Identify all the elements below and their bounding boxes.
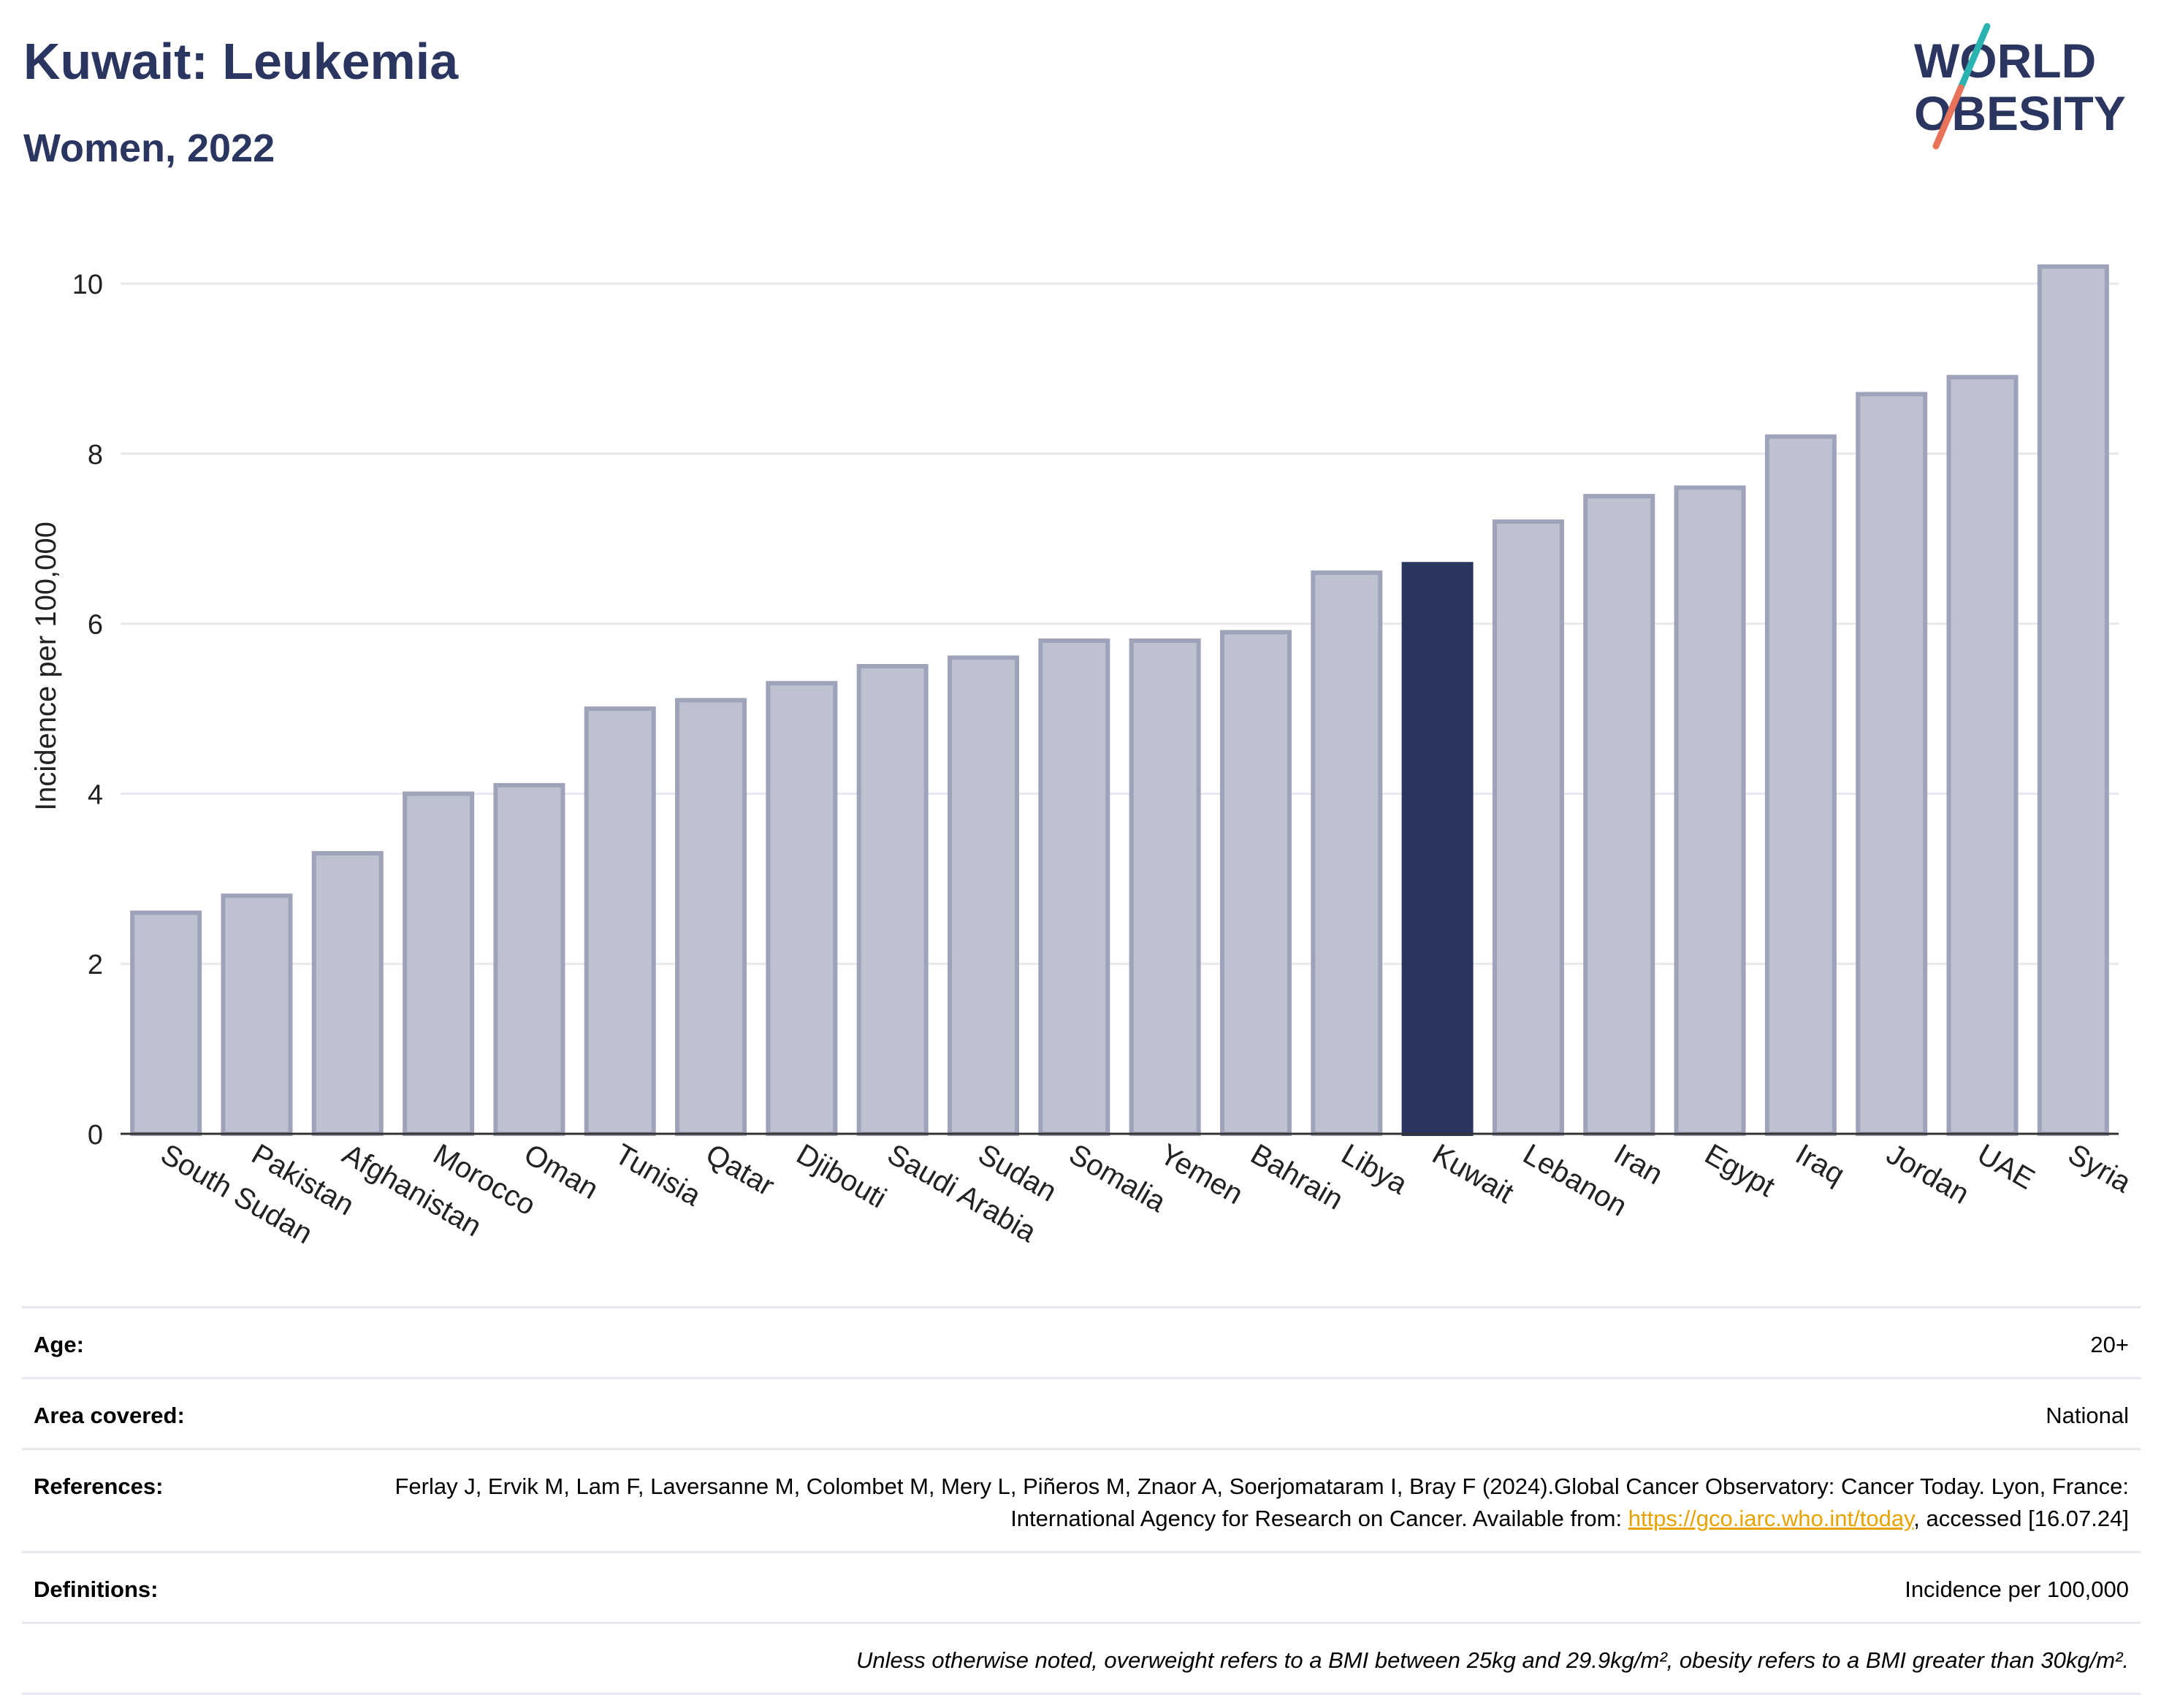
x-tick-label: Somalia (1064, 1138, 1172, 1219)
x-tick-label: South Sudan (156, 1138, 318, 1251)
x-tick-label: Yemen (1154, 1138, 1249, 1211)
x-tick-labels: South SudanPakistanAfghanistanMoroccoOma… (156, 1138, 2137, 1251)
reference-text: Ferlay J, Ervik M, Lam F, Laversanne M, … (395, 1473, 2129, 1531)
meta-row-definitions: Definitions: Incidence per 100,000 (22, 1551, 2141, 1622)
bar-oman (493, 782, 565, 1137)
bars (130, 264, 2109, 1137)
meta-value: National (2046, 1403, 2129, 1428)
meta-label: Area covered: (34, 1403, 185, 1428)
meta-row-references: References: Ferlay J, Ervik M, Lam F, La… (22, 1448, 2141, 1551)
world-obesity-logo: WORLD OBESITY (1914, 23, 2126, 150)
chart-title: Kuwait: Leukemia (23, 33, 459, 90)
bar-somalia (1038, 638, 1110, 1136)
chart-subtitle: Women, 2022 (23, 126, 275, 170)
bar-south-sudan (130, 910, 202, 1137)
bar-jordan (1856, 392, 1928, 1136)
y-axis-label: Incidence per 100,000 (30, 522, 62, 811)
bar-libya (1311, 570, 1383, 1136)
bar-djibouti (766, 681, 838, 1136)
meta-label: Definitions: (34, 1577, 159, 1602)
bmi-note: Unless otherwise noted, overweight refer… (855, 1647, 2129, 1673)
bar-bahrain (1219, 630, 1292, 1136)
bar-egypt (1674, 485, 1746, 1136)
reference-link[interactable]: https://gco.iarc.who.int/today (1628, 1506, 1914, 1531)
meta-row-note: Unless otherwise noted, overweight refer… (22, 1622, 2141, 1695)
bar-uae (1946, 375, 2019, 1137)
bar-yemen (1129, 638, 1201, 1136)
y-tick-label: 10 (72, 270, 103, 300)
bar-qatar (675, 698, 747, 1136)
reference-accessed: , accessed [16.07.24] (1913, 1506, 2129, 1531)
bar-afghanistan (311, 850, 384, 1136)
x-tick-label: UAE (1972, 1138, 2040, 1196)
x-tick-label: Jordan (1881, 1138, 1975, 1211)
x-tick-label: Iraq (1790, 1138, 1850, 1192)
bar-morocco (403, 791, 475, 1136)
x-tick-label: Iran (1609, 1138, 1669, 1192)
y-tick-label: 4 (88, 779, 103, 810)
bar-tunisia (584, 706, 656, 1136)
meta-value: 20+ (2090, 1332, 2129, 1357)
meta-label: Age: (34, 1332, 84, 1357)
bar-iran (1583, 494, 1655, 1136)
meta-value: Incidence per 100,000 (1905, 1577, 2129, 1602)
bar-kuwait (1401, 562, 1474, 1136)
logo-slash-coral (1932, 84, 1964, 150)
x-tick-label: Lebanon (1517, 1138, 1632, 1223)
bar-syria (2037, 264, 2109, 1136)
y-tick-label: 2 (88, 950, 103, 980)
bar-saudi-arabia (856, 663, 929, 1136)
x-tick-label: Libya (1336, 1138, 1413, 1201)
logo-slash-teal (1957, 23, 1991, 91)
bar-sudan (948, 655, 1020, 1136)
x-tick-label: Djibouti (791, 1138, 892, 1215)
y-tick-label: 8 (88, 440, 103, 470)
meta-value: Ferlay J, Ervik M, Lam F, Laversanne M, … (339, 1471, 2129, 1535)
bar-lebanon (1492, 519, 1564, 1136)
y-tick-labels: 0 2 4 6 8 10 (72, 270, 103, 1151)
logo-line1: WORLD (1914, 34, 2096, 88)
metadata-table: Age: 20+ Area covered: National Referenc… (22, 1306, 2141, 1695)
x-tick-label: Tunisia (609, 1138, 706, 1213)
y-tick-label: 0 (88, 1120, 103, 1151)
x-tick-label: Qatar (701, 1138, 780, 1202)
meta-row-area: Area covered: National (22, 1377, 2141, 1448)
bar-chart: South SudanPakistanAfghanistanMoroccoOma… (30, 264, 2137, 1251)
x-tick-label: Bahrain (1245, 1138, 1348, 1216)
x-tick-label: Egypt (1699, 1138, 1780, 1203)
bar-iraq (1764, 434, 1837, 1136)
x-tick-label: Kuwait (1427, 1138, 1519, 1210)
x-tick-label: Syria (2062, 1138, 2137, 1200)
y-tick-label: 6 (88, 610, 103, 641)
meta-label: References: (34, 1473, 164, 1499)
bar-pakistan (221, 893, 293, 1136)
meta-row-age: Age: 20+ (22, 1306, 2141, 1377)
